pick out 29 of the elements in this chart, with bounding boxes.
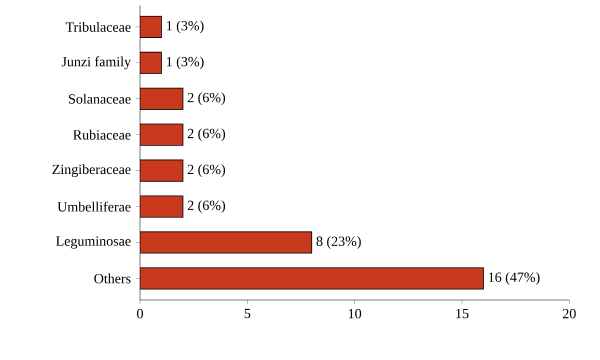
data-label: 2 (6%) xyxy=(188,128,226,142)
x-tick-label: 15 xyxy=(456,308,468,318)
y-tick-label: Umbelliferae xyxy=(58,202,131,212)
x-tick-label: 5 xyxy=(244,308,250,318)
bar xyxy=(140,124,184,146)
data-label: 8 (23%) xyxy=(316,236,361,249)
data-label: 1 (3%) xyxy=(166,56,204,70)
x-tick-label: 20 xyxy=(562,308,576,318)
x-tick-label: 0 xyxy=(137,308,143,318)
y-tick-label: Tribulaceae xyxy=(66,22,131,32)
y-tick-label: Leguminosae xyxy=(56,236,131,249)
y-tick-label: Others xyxy=(94,274,131,284)
y-tick-label: Solanaceae xyxy=(69,94,131,104)
y-tick-label: Rubiaceae xyxy=(73,130,131,140)
data-label: 16 (47%) xyxy=(488,272,540,285)
data-label: 2 (6%) xyxy=(188,164,226,177)
bar xyxy=(140,160,184,182)
y-tick-label: Junzi family xyxy=(62,56,132,70)
data-label: 2 (6%) xyxy=(188,200,226,213)
data-label: 1 (3%) xyxy=(166,20,204,34)
data-label: 2 (6%) xyxy=(188,92,226,106)
bar xyxy=(140,195,184,218)
bar xyxy=(140,231,312,254)
bar xyxy=(140,267,484,290)
bar xyxy=(140,16,162,38)
bar xyxy=(140,88,184,110)
x-tick-label: 10 xyxy=(348,308,362,318)
bar xyxy=(140,52,162,74)
y-tick-label: Zingiberaceae xyxy=(52,164,131,177)
